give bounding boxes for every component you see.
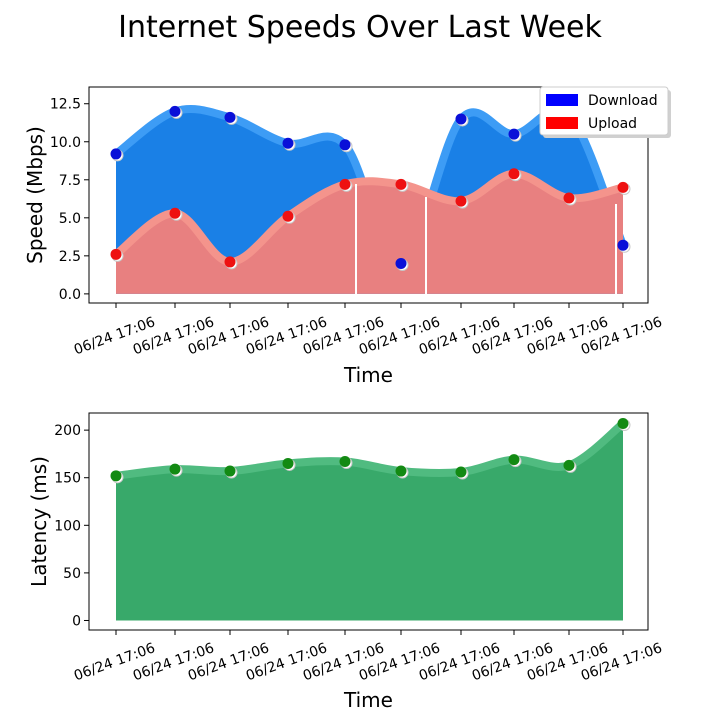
latency-area xyxy=(116,423,623,621)
upload-point xyxy=(110,248,122,260)
upload-point xyxy=(282,210,294,222)
latency-point xyxy=(395,465,407,477)
latency-point xyxy=(169,463,181,475)
legend-swatch-upload xyxy=(546,117,578,129)
upload-point xyxy=(339,178,351,190)
upload-point xyxy=(395,178,407,190)
latency-point xyxy=(508,454,520,466)
legend: Download Upload xyxy=(539,86,671,138)
download-point xyxy=(455,113,467,125)
latency-point xyxy=(455,466,467,478)
upload-point xyxy=(617,181,629,193)
latency-point xyxy=(110,470,122,482)
upload-point xyxy=(563,192,575,204)
upload-point xyxy=(224,256,236,268)
latency-line xyxy=(115,420,626,480)
download-point xyxy=(110,148,122,160)
speed-ytick-label: 5.0 xyxy=(59,211,81,227)
legend-swatch-download xyxy=(546,94,578,106)
latency-point xyxy=(617,417,629,429)
download-point xyxy=(339,139,351,151)
upload-point xyxy=(169,207,181,219)
latency-point xyxy=(224,465,236,477)
latency-ytick-label: 0 xyxy=(72,613,81,629)
chart-title: Internet Speeds Over Last Week xyxy=(118,10,602,45)
speed-ytick-label: 12.5 xyxy=(50,97,81,113)
speed-ytick-label: 0.0 xyxy=(59,287,81,303)
download-point xyxy=(617,239,629,251)
upload-area xyxy=(116,173,623,294)
latency-ylabel: Latency (ms) xyxy=(27,456,51,587)
upload-point xyxy=(508,168,520,180)
latency-frame xyxy=(88,412,649,631)
latency-ytick-label: 200 xyxy=(54,423,81,439)
upload-point xyxy=(455,195,467,207)
upload-line xyxy=(113,169,624,266)
legend-label-download: Download xyxy=(588,93,658,109)
speed-ytick-label: 7.5 xyxy=(59,173,81,189)
latency-ytick-label: 150 xyxy=(54,471,81,487)
speed-frame xyxy=(88,86,649,304)
latency-ytick-label: 50 xyxy=(63,566,81,582)
latency-ytick-label: 100 xyxy=(54,518,81,534)
download-point xyxy=(169,105,181,117)
download-point xyxy=(508,128,520,140)
download-point xyxy=(282,137,294,149)
latency-xlabel: Time xyxy=(343,688,393,712)
latency-point xyxy=(282,457,294,469)
legend-label-upload: Upload xyxy=(588,116,637,132)
speed-ytick-label: 2.5 xyxy=(59,249,81,265)
speed-ylabel: Speed (Mbps) xyxy=(23,126,47,264)
download-point xyxy=(395,257,407,269)
download-point xyxy=(224,111,236,123)
speed-ytick-label: 10.0 xyxy=(50,135,81,151)
latency-point xyxy=(339,456,351,468)
speed-xlabel: Time xyxy=(343,363,393,387)
latency-point xyxy=(563,459,575,471)
